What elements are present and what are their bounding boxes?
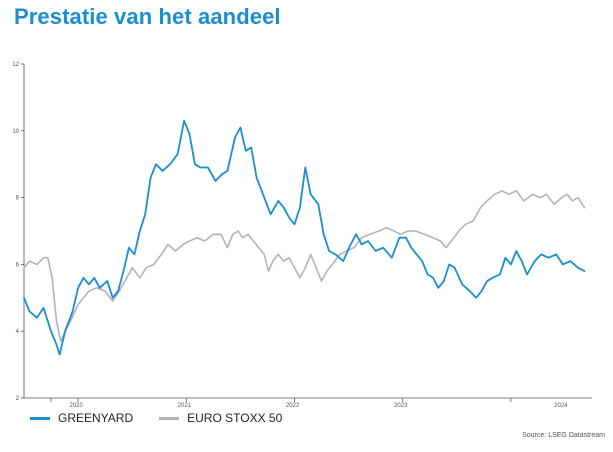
y-tick-label: 8	[16, 196, 20, 202]
legend-label-greenyard: GREENYARD	[58, 411, 134, 425]
legend-label-eurostoxx: EURO STOXX 50	[187, 411, 283, 425]
y-tick-label: 10	[12, 129, 19, 135]
series-line-eurostoxx	[23, 190, 586, 342]
source-note: Source: LSEG Datastream	[522, 432, 605, 439]
x-tick-label: 2020	[70, 403, 84, 409]
legend-swatch-greenyard	[30, 416, 50, 420]
legend-swatch-eurostoxx	[159, 416, 180, 420]
chart-axes: 2 4 6 8 10 12 2020 2021 2022 2023 2024	[12, 62, 592, 409]
y-tick-label: 6	[16, 262, 20, 268]
legend-item-greenyard: GREENYARD	[30, 411, 133, 425]
x-tick-label: 2021	[178, 403, 192, 409]
y-tick-label: 4	[16, 329, 20, 335]
x-tick-label: 2023	[394, 403, 408, 409]
y-tick-label: 2	[16, 396, 20, 402]
y-tick-label: 12	[12, 62, 19, 68]
series-line-greenyard	[23, 119, 586, 356]
x-tick-label: 2022	[286, 403, 300, 409]
x-tick-label: 2024	[554, 403, 568, 409]
legend-item-eurostoxx: EURO STOXX 50	[159, 411, 282, 425]
chart-legend: GREENYARD EURO STOXX 50	[30, 411, 308, 425]
chart-series	[23, 119, 586, 356]
chart-title: Prestatie van het aandeel	[14, 4, 281, 29]
